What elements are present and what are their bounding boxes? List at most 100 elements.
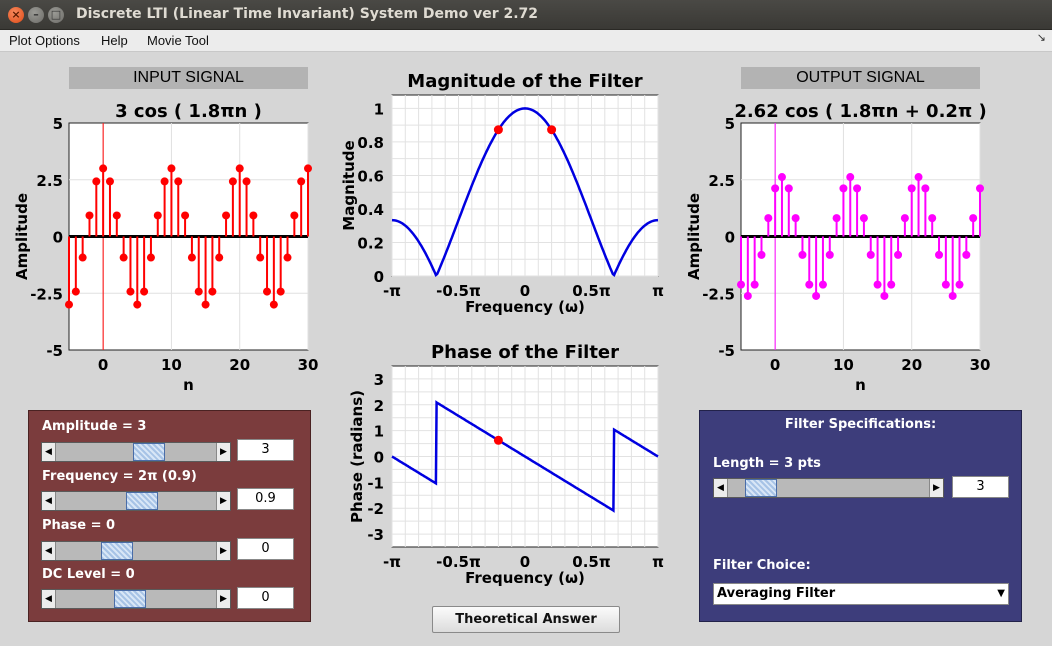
input-ylabel: Amplitude	[13, 193, 31, 280]
menu-plot-options[interactable]: Plot Options	[9, 33, 80, 48]
input-stem-marker	[153, 211, 162, 220]
close-icon[interactable]: ×	[8, 7, 24, 23]
frequency-field[interactable]: 0.9	[237, 488, 294, 510]
input-stem-marker	[201, 300, 210, 309]
input-stem-marker	[242, 177, 251, 186]
magnitude-xtick-label: 0	[520, 282, 530, 300]
input-xtick-label: 20	[229, 356, 250, 374]
dc-level-field[interactable]: 0	[237, 587, 294, 609]
input-stem-marker	[167, 164, 176, 173]
slider-left-arrow-icon[interactable]: ◀	[42, 542, 56, 560]
phase-label: Phase = 0	[42, 518, 116, 533]
title-bar: × – □ Discrete LTI (Linear Time Invarian…	[0, 0, 1052, 30]
output-stem-marker	[750, 280, 759, 289]
slider-thumb[interactable]	[126, 492, 159, 510]
phase-title: Phase of the Filter	[431, 342, 619, 363]
toolbar-toggle-icon[interactable]: ↘	[1036, 32, 1046, 44]
output-stem-marker	[791, 214, 800, 223]
magnitude-xtick-label: 0.5π	[572, 282, 610, 300]
menu-movie-tool[interactable]: Movie Tool	[147, 33, 209, 48]
input-signal-header: INPUT SIGNAL	[69, 67, 308, 89]
slider-right-arrow-icon[interactable]: ▶	[216, 590, 230, 608]
maximize-icon[interactable]: □	[48, 7, 64, 23]
input-stem-marker	[228, 177, 237, 186]
output-xtick-label: 20	[901, 356, 922, 374]
window-title: Discrete LTI (Linear Time Invariant) Sys…	[76, 6, 539, 22]
output-stem-marker	[948, 291, 957, 300]
length-field[interactable]: 3	[952, 476, 1009, 498]
input-stem-marker	[208, 287, 217, 296]
amplitude-slider[interactable]: ◀ ▶	[41, 442, 231, 462]
phase-slider[interactable]: ◀ ▶	[41, 541, 231, 561]
magnitude-ytick-label: 0.2	[357, 234, 384, 252]
length-slider[interactable]: ◀ ▶	[713, 478, 944, 498]
input-stem-marker	[290, 211, 299, 220]
slider-left-arrow-icon[interactable]: ◀	[42, 590, 56, 608]
input-stem-marker	[194, 287, 203, 296]
slider-thumb[interactable]	[113, 590, 146, 608]
phase-ytick-label: -3	[367, 526, 384, 544]
amplitude-label: Amplitude = 3	[42, 419, 147, 434]
output-stem-marker	[777, 173, 786, 182]
slider-right-arrow-icon[interactable]: ▶	[216, 492, 230, 510]
output-stem-marker	[839, 184, 848, 193]
input-stem-marker	[174, 177, 183, 186]
menu-help[interactable]: Help	[101, 33, 128, 48]
output-stem-marker	[825, 250, 834, 259]
phase-xtick-label: π	[652, 553, 664, 571]
output-stem-marker	[962, 250, 971, 259]
slider-left-arrow-icon[interactable]: ◀	[42, 492, 56, 510]
output-xtick-label: 0	[770, 356, 780, 374]
output-stem-marker	[743, 291, 752, 300]
slider-thumb[interactable]	[100, 542, 133, 560]
phase-curve	[391, 400, 659, 513]
input-stem-marker	[99, 164, 108, 173]
frequency-slider[interactable]: ◀ ▶	[41, 491, 231, 511]
input-stem-marker	[269, 300, 278, 309]
slider-left-arrow-icon[interactable]: ◀	[714, 479, 728, 497]
slider-right-arrow-icon[interactable]: ▶	[929, 479, 943, 497]
magnitude-xtick-label: -π	[383, 282, 401, 300]
slider-right-arrow-icon[interactable]: ▶	[216, 542, 230, 560]
input-ytick-label: 5	[53, 115, 63, 133]
output-stem-marker	[955, 280, 964, 289]
amplitude-field[interactable]: 3	[237, 439, 294, 461]
theoretical-answer-button[interactable]: Theoretical Answer	[432, 606, 620, 633]
output-ylabel: Amplitude	[685, 193, 703, 280]
input-stem-marker	[276, 287, 285, 296]
filter-choice-label: Filter Choice:	[713, 558, 811, 573]
slider-thumb[interactable]	[744, 479, 777, 497]
output-stem-marker	[846, 173, 855, 182]
slider-thumb[interactable]	[132, 443, 165, 461]
filter-spec-panel: Filter Specifications: Length = 3 pts ◀ …	[699, 410, 1022, 622]
output-stem-marker	[771, 184, 780, 193]
output-stem-marker	[900, 214, 909, 223]
phase-xtick-label: 0	[520, 553, 530, 571]
input-stem-marker	[222, 211, 231, 220]
minimize-icon[interactable]: –	[28, 7, 44, 23]
input-stem-marker	[160, 177, 169, 186]
input-stem-marker	[263, 287, 272, 296]
input-stem-marker	[119, 253, 128, 262]
input-title: 3 cos ( 1.8πn )	[115, 101, 262, 122]
input-xtick-label: 10	[161, 356, 182, 374]
output-ytick-label: -2.5	[702, 285, 735, 303]
filter-choice-select[interactable]: Averaging Filter ▼	[713, 583, 1009, 605]
magnitude-curve	[391, 107, 659, 277]
output-stem-marker	[764, 214, 773, 223]
input-stem-marker	[78, 253, 87, 262]
phase-xtick-label: 0.5π	[572, 553, 610, 571]
output-stem-marker	[737, 280, 745, 289]
phase-xtick-label: -π	[383, 553, 401, 571]
phase-field[interactable]: 0	[237, 538, 294, 560]
magnitude-xtick-label: -0.5π	[436, 282, 481, 300]
output-stem-marker	[805, 280, 814, 289]
input-xlabel: n	[183, 376, 194, 394]
output-xtick-label: 30	[970, 356, 991, 374]
slider-right-arrow-icon[interactable]: ▶	[216, 443, 230, 461]
phase-ytick-label: 2	[374, 397, 384, 415]
input-controls-panel: Amplitude = 3 ◀ ▶ 3 Frequency = 2π (0.9)…	[28, 410, 311, 622]
dc-level-slider[interactable]: ◀ ▶	[41, 589, 231, 609]
slider-left-arrow-icon[interactable]: ◀	[42, 443, 56, 461]
